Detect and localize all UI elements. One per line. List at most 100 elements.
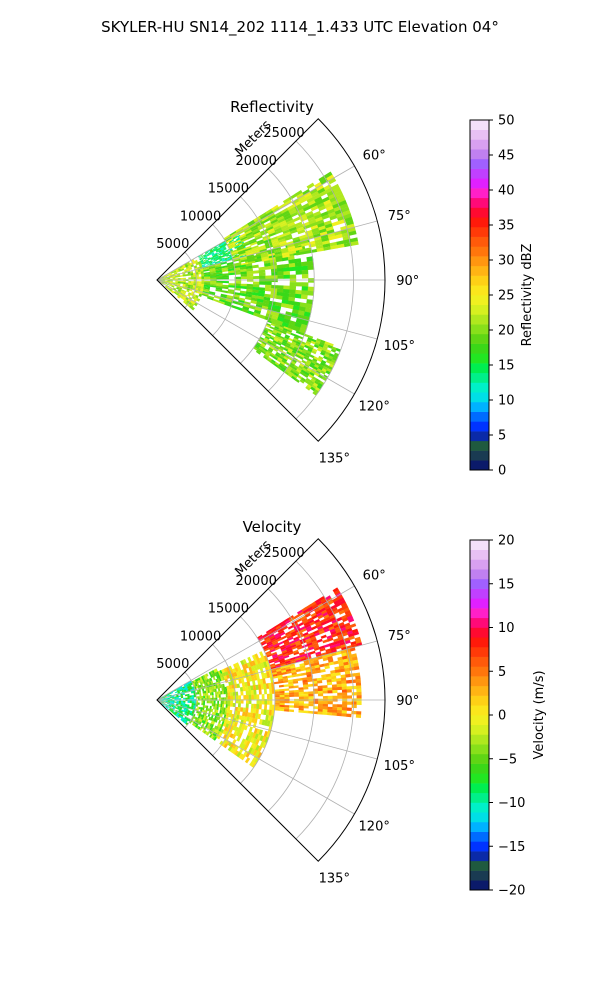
refl-gate-3 bbox=[265, 242, 273, 247]
refl-gate-1 bbox=[221, 244, 225, 247]
vel-gate-1 bbox=[200, 719, 203, 723]
vel-gate-2 bbox=[236, 751, 242, 758]
vel-gate-4 bbox=[293, 705, 300, 708]
vel-gate-3 bbox=[311, 640, 318, 645]
refl-gate-4 bbox=[321, 359, 327, 365]
vel-gate-3 bbox=[334, 602, 342, 608]
refl-gate-4 bbox=[328, 363, 335, 368]
refl-gate-1 bbox=[215, 256, 219, 259]
vel-gate-3 bbox=[328, 626, 335, 631]
vel-gate-4 bbox=[343, 664, 350, 669]
refl-gate-0 bbox=[200, 268, 204, 272]
vel-gate-3 bbox=[268, 658, 274, 662]
vel-gate-1 bbox=[216, 716, 219, 720]
refl-gate-0 bbox=[190, 303, 195, 307]
vel-gate-3 bbox=[275, 636, 282, 641]
refl-gate-4 bbox=[296, 350, 302, 355]
refl-gate-1 bbox=[204, 257, 208, 260]
vel-gate-0 bbox=[180, 702, 184, 704]
vel-gate-3 bbox=[334, 626, 341, 631]
vel-gate-3 bbox=[311, 603, 318, 609]
refl-gate-1 bbox=[214, 260, 217, 262]
refl-gate-2 bbox=[258, 314, 266, 320]
refl-gate-1 bbox=[213, 256, 216, 259]
reflectivity-tick-labels: 50001000015000200002500060°75°90°105°120… bbox=[156, 126, 419, 466]
vel-gate-2 bbox=[262, 678, 266, 685]
refl-gate-3 bbox=[312, 193, 321, 200]
vel-gate-3 bbox=[325, 648, 332, 653]
vel-gate-1 bbox=[197, 706, 200, 710]
vel-gate-4 bbox=[340, 677, 347, 682]
vel-gate-1 bbox=[204, 693, 207, 696]
refl-gate-4 bbox=[306, 360, 312, 365]
refl-gate-1 bbox=[214, 247, 218, 250]
refl-gate-3 bbox=[262, 218, 270, 224]
vel-gate-3 bbox=[339, 599, 346, 605]
refl-gate-2 bbox=[209, 269, 216, 273]
refl-gate-3 bbox=[233, 239, 242, 244]
refl-gate-4 bbox=[329, 353, 335, 358]
vel-gate-3 bbox=[289, 640, 296, 645]
vel-gate-2 bbox=[241, 738, 246, 744]
refl-colorbar-band bbox=[470, 314, 489, 325]
vel-gate-3 bbox=[285, 644, 291, 649]
refl-gate-3 bbox=[290, 229, 298, 234]
vel-gate-4 bbox=[352, 659, 359, 664]
vel-gate-4 bbox=[322, 687, 328, 691]
vel-gate-0 bbox=[165, 700, 168, 702]
vel-gate-1 bbox=[212, 721, 216, 725]
refl-gate-4 bbox=[296, 341, 302, 345]
refl-gate-3 bbox=[318, 225, 327, 231]
vel-gate-3 bbox=[289, 657, 296, 661]
refl-gate-1 bbox=[230, 249, 233, 252]
vel-gate-4 bbox=[338, 659, 344, 664]
refl-gate-4 bbox=[297, 348, 303, 353]
refl-gate-1 bbox=[221, 257, 225, 260]
vel-gate-3 bbox=[307, 617, 314, 622]
vel-gate-0 bbox=[172, 707, 175, 710]
refl-gate-0 bbox=[190, 271, 194, 274]
vel-gate-0 bbox=[174, 697, 177, 699]
vel-gate-0 bbox=[187, 687, 191, 691]
vel-azimuth-tick-label: 105° bbox=[384, 759, 415, 774]
vel-gate-2 bbox=[221, 742, 226, 747]
vel-gate-1 bbox=[195, 717, 198, 720]
refl-gate-3 bbox=[282, 229, 291, 235]
vel-gate-3 bbox=[294, 655, 301, 659]
refl-gate-4 bbox=[263, 354, 269, 359]
vel-gate-3 bbox=[287, 636, 294, 641]
vel-gate-4 bbox=[313, 662, 320, 666]
refl-gate-2 bbox=[207, 295, 215, 299]
vel-gate-1 bbox=[224, 711, 227, 715]
vel-gate-3 bbox=[330, 616, 337, 622]
refl-gate-2 bbox=[216, 275, 223, 278]
vel-gate-3 bbox=[261, 641, 267, 646]
vel-gate-1 bbox=[204, 724, 208, 728]
refl-gate-1 bbox=[202, 257, 205, 260]
vel-gate-0 bbox=[180, 710, 183, 714]
vel-gate-3 bbox=[316, 623, 323, 628]
vel-gate-4 bbox=[317, 708, 323, 712]
refl-gate-4 bbox=[281, 366, 287, 371]
refl-gate-4 bbox=[259, 336, 265, 341]
refl-gate-1 bbox=[205, 260, 209, 262]
refl-gate-3 bbox=[296, 192, 305, 199]
refl-gate-1 bbox=[200, 254, 204, 257]
vel-gate-2 bbox=[256, 728, 261, 735]
refl-gate-3 bbox=[323, 246, 332, 251]
refl-gate-1 bbox=[207, 257, 211, 260]
vel-gate-2 bbox=[222, 730, 227, 735]
refl-gate-4 bbox=[270, 323, 276, 327]
refl-gate-3 bbox=[338, 200, 347, 207]
vel-gate-4 bbox=[274, 697, 280, 700]
vel-gate-1 bbox=[204, 718, 207, 722]
refl-gate-1 bbox=[202, 265, 205, 267]
refl-gate-1 bbox=[201, 256, 205, 259]
vel-colorbar-band bbox=[470, 646, 489, 657]
refl-gate-0 bbox=[190, 281, 194, 284]
vel-gate-2 bbox=[233, 722, 238, 727]
refl-gate-2 bbox=[215, 289, 222, 292]
refl-colorbar-band bbox=[470, 460, 489, 471]
vel-gate-1 bbox=[211, 727, 215, 732]
refl-gate-4 bbox=[299, 354, 305, 359]
